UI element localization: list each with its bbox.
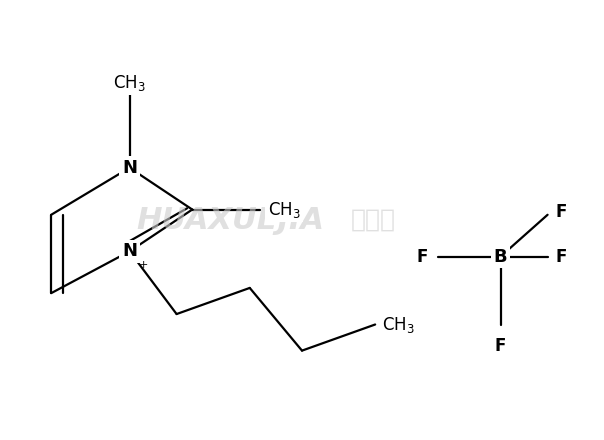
Text: +: + (138, 260, 148, 270)
Text: F: F (416, 248, 428, 266)
Text: CH$_3$: CH$_3$ (113, 73, 146, 92)
Text: N: N (122, 242, 137, 260)
Text: F: F (556, 203, 567, 220)
Text: B: B (493, 248, 507, 266)
Text: N: N (122, 159, 137, 177)
Text: F: F (495, 337, 506, 355)
Text: F: F (556, 248, 567, 266)
Text: 化学加: 化学加 (351, 208, 396, 232)
Text: HUAXUEJIA: HUAXUEJIA (137, 205, 324, 235)
Text: CH$_3$: CH$_3$ (268, 200, 300, 220)
Text: CH$_3$: CH$_3$ (382, 315, 415, 334)
